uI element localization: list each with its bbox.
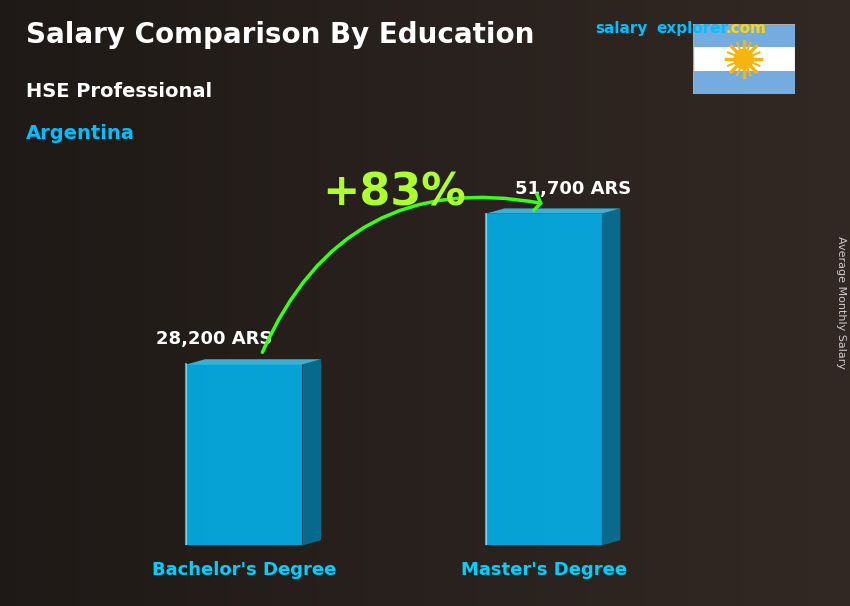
Polygon shape — [602, 208, 620, 545]
Polygon shape — [485, 208, 620, 214]
Polygon shape — [186, 359, 321, 364]
Text: 51,700 ARS: 51,700 ARS — [515, 179, 632, 198]
Bar — [186, 364, 303, 545]
Bar — [693, 24, 795, 47]
Bar — [693, 71, 795, 94]
Text: Salary Comparison By Education: Salary Comparison By Education — [26, 21, 534, 49]
Text: +83%: +83% — [322, 171, 466, 215]
Bar — [485, 214, 602, 545]
Bar — [693, 47, 795, 71]
Text: .com: .com — [726, 21, 767, 36]
Text: Average Monthly Salary: Average Monthly Salary — [836, 236, 846, 370]
Text: 28,200 ARS: 28,200 ARS — [156, 330, 273, 348]
Text: Master's Degree: Master's Degree — [461, 561, 626, 579]
Text: HSE Professional: HSE Professional — [26, 82, 212, 101]
Circle shape — [734, 49, 753, 69]
Text: salary: salary — [595, 21, 648, 36]
Text: Argentina: Argentina — [26, 124, 134, 143]
Polygon shape — [303, 359, 321, 545]
Text: Bachelor's Degree: Bachelor's Degree — [152, 561, 337, 579]
Text: explorer: explorer — [656, 21, 728, 36]
